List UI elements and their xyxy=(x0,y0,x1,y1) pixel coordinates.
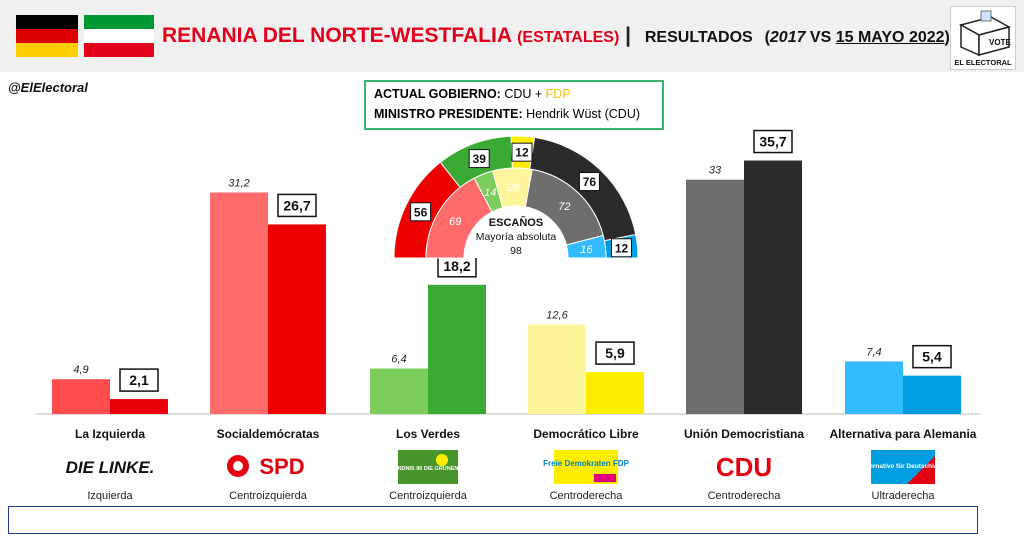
seat-label-box-2022 xyxy=(511,142,533,162)
ideology-label: Centroizquierda xyxy=(389,490,468,502)
gov-parties-a: CDU + xyxy=(504,87,546,101)
ideology-label: Centroizquierda xyxy=(229,490,308,502)
spd-rose-center-icon xyxy=(233,461,243,471)
data-label-box-2022 xyxy=(119,368,159,392)
cdu-logo-icon: CDU xyxy=(716,452,772,482)
el-electoral-logo: VOTE EL ELECTORAL xyxy=(950,6,1016,70)
bar-2017 xyxy=(845,361,903,414)
seat-label-box-2022 xyxy=(410,202,432,222)
data-label-2022: 26,7 xyxy=(283,197,310,213)
fdp-logo-band-icon xyxy=(594,474,616,482)
compare-vs: VS xyxy=(805,29,836,46)
bar-2017 xyxy=(52,379,110,414)
gruene-sunflower-icon xyxy=(436,454,448,466)
category-label: Socialdemócratas xyxy=(217,427,320,441)
seat-label-2017: 14 xyxy=(484,187,496,199)
data-label-2022: 18,2 xyxy=(443,258,470,274)
bar-2017 xyxy=(210,192,268,414)
category-label: Los Verdes xyxy=(396,427,460,441)
bar-2017 xyxy=(370,368,428,414)
election-type: (ESTATALES) xyxy=(517,29,620,46)
data-label-2022: 5,4 xyxy=(922,349,942,365)
pm-label: MINISTRO PRESIDENTE: xyxy=(374,107,523,121)
bar-2022 xyxy=(110,399,168,414)
title-separator: | xyxy=(625,24,632,47)
compare-date: 15 MAYO 2022 xyxy=(835,29,945,46)
afd-logo-text: Alternative für Deutschland xyxy=(861,463,946,470)
data-label-box-2022 xyxy=(277,193,317,218)
seat-label-2017: 16 xyxy=(580,244,593,256)
twitter-handle: @ElElectoral xyxy=(8,80,88,95)
seat-label-2017: 28 xyxy=(506,182,520,194)
ideology-label: Ultraderecha xyxy=(872,490,936,502)
logo-brand-text: EL ELECTORAL xyxy=(954,58,1012,67)
data-label-2017: 12,6 xyxy=(546,310,568,322)
majority-value: 98 xyxy=(510,245,522,257)
seat-label-box-2022 xyxy=(611,238,633,258)
majority-label: Mayoría absoluta xyxy=(476,231,557,243)
ballot-box-icon: VOTE EL ELECTORAL xyxy=(954,10,1012,67)
eu-groups-strip xyxy=(8,506,978,534)
page-title: RENANIA DEL NORTE-WESTFALIA (ESTATALES) … xyxy=(162,24,950,48)
data-label-2017: 7,4 xyxy=(866,346,881,358)
category-label: La Izquierda xyxy=(75,427,145,441)
seats-title: ESCAÑOS xyxy=(489,216,543,229)
afd-logo-arrow-icon xyxy=(907,456,935,484)
data-label-2017: 6,4 xyxy=(391,354,406,366)
data-label-box-2022 xyxy=(912,344,952,369)
bar-2022 xyxy=(586,372,644,414)
gruene-logo-icon xyxy=(398,450,458,484)
fdp-logo-text: Freie Demokraten FDP xyxy=(543,459,629,468)
compare-year: 2017 xyxy=(769,29,806,46)
seat-label-2017: 72 xyxy=(558,201,570,213)
bar-2022 xyxy=(744,160,802,414)
data-label-box-2022 xyxy=(753,129,793,154)
compare-open: ( xyxy=(764,29,770,46)
category-label: Democrático Libre xyxy=(533,427,639,441)
results-label: RESULTADOS xyxy=(644,29,753,46)
bar-2017 xyxy=(686,179,744,414)
data-label-box-2022 xyxy=(595,341,635,365)
hemicycle-center xyxy=(464,206,568,258)
data-label-2017: 31,2 xyxy=(228,177,249,189)
ideology-label: Centroderecha xyxy=(708,490,782,502)
seat-label-2022: 12 xyxy=(515,146,529,160)
bar-2017 xyxy=(528,324,586,414)
data-label-2022: 2,1 xyxy=(129,372,149,388)
bar-2022 xyxy=(428,284,486,414)
gruene-logo-text: BÜNDNIS 90 DIE GRÜNEN xyxy=(390,465,459,472)
seat-label-box-2022 xyxy=(578,172,600,192)
compare-close: ) xyxy=(944,29,950,46)
data-label-2017: 4,9 xyxy=(73,364,88,376)
ideology-label: Izquierda xyxy=(87,490,133,502)
data-label-2022: 35,7 xyxy=(759,134,786,150)
seat-label-2022: 39 xyxy=(473,152,487,166)
seat-label-box-2022 xyxy=(468,149,490,169)
bar-2022 xyxy=(903,375,961,414)
seat-label-2017: 69 xyxy=(449,216,461,228)
gov-parties-b: FDP xyxy=(545,87,571,101)
pm-name: Hendrik Wüst (CDU) xyxy=(526,107,641,121)
bar-2022 xyxy=(268,224,326,414)
ideology-label: Centroderecha xyxy=(550,490,624,502)
nrw-flag-icon xyxy=(84,15,154,57)
header-bar xyxy=(0,0,1024,72)
seat-label-2022: 12 xyxy=(615,241,629,255)
germany-flag-icon xyxy=(16,15,78,57)
data-label-2017: 33 xyxy=(709,165,722,177)
data-label-2022: 5,9 xyxy=(605,345,625,361)
spd-logo-icon: SPD xyxy=(259,454,304,479)
category-label: Unión Democristiana xyxy=(684,427,804,441)
logo-vote-text: VOTE xyxy=(989,38,1011,47)
seat-label-2022: 56 xyxy=(414,205,428,219)
government-box: ACTUAL GOBIERNO: CDU + FDP MINISTRO PRES… xyxy=(364,80,664,130)
category-label: Alternativa para Alemania xyxy=(830,427,977,441)
die-linke-logo-icon: DIE LINKE. xyxy=(66,458,155,477)
state-name: RENANIA DEL NORTE-WESTFALIA xyxy=(162,24,512,47)
seat-label-2022: 76 xyxy=(583,175,597,189)
gov-label: ACTUAL GOBIERNO: xyxy=(374,87,501,101)
